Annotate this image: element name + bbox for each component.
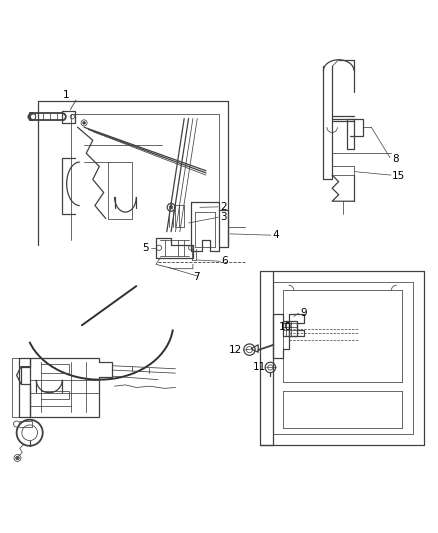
- Text: 10: 10: [279, 322, 292, 333]
- Text: 12: 12: [229, 345, 243, 356]
- Text: 2: 2: [220, 202, 226, 212]
- Text: 6: 6: [222, 256, 228, 266]
- Text: 7: 7: [193, 271, 199, 281]
- Text: 4: 4: [272, 230, 279, 240]
- Circle shape: [83, 122, 85, 124]
- Circle shape: [16, 456, 19, 460]
- Text: 3: 3: [220, 212, 226, 222]
- Text: 15: 15: [392, 171, 406, 181]
- Text: 8: 8: [392, 154, 399, 164]
- Text: 1: 1: [63, 91, 69, 100]
- Text: 5: 5: [142, 243, 149, 253]
- Circle shape: [170, 206, 173, 209]
- Text: 11: 11: [252, 362, 265, 373]
- Text: 9: 9: [301, 308, 307, 318]
